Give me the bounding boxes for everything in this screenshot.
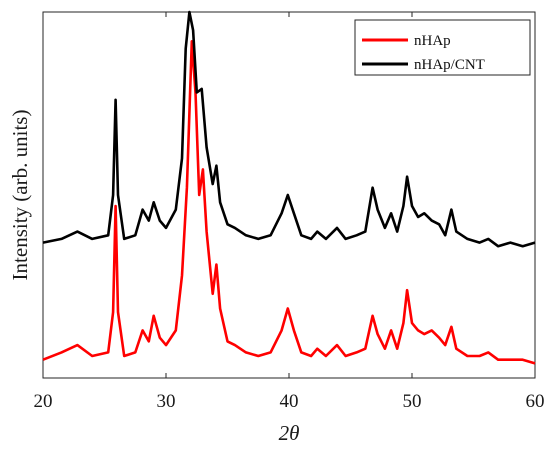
series-layer xyxy=(42,10,536,365)
legend: nHAp nHAp/CNT xyxy=(354,19,531,76)
series-line-nhap xyxy=(42,40,536,365)
legend-box xyxy=(354,19,531,76)
x-tick-label-50: 50 xyxy=(403,391,422,412)
x-axis-label: 2θ xyxy=(279,421,300,445)
legend-label-nhap-cnt: nHAp/CNT xyxy=(414,57,485,73)
y-axis-label: Intensity (arb. units) xyxy=(8,110,32,281)
x-tick-label-40: 40 xyxy=(280,391,299,412)
x-tick-label-60: 60 xyxy=(526,391,545,412)
x-tick-label-30: 30 xyxy=(157,391,176,412)
legend-label-nhap: nHAp xyxy=(414,33,451,49)
tick-layer: 20 30 40 50 60 xyxy=(34,12,545,412)
x-tick-label-20: 20 xyxy=(34,391,53,412)
series-line-nhap-cnt xyxy=(42,10,536,248)
